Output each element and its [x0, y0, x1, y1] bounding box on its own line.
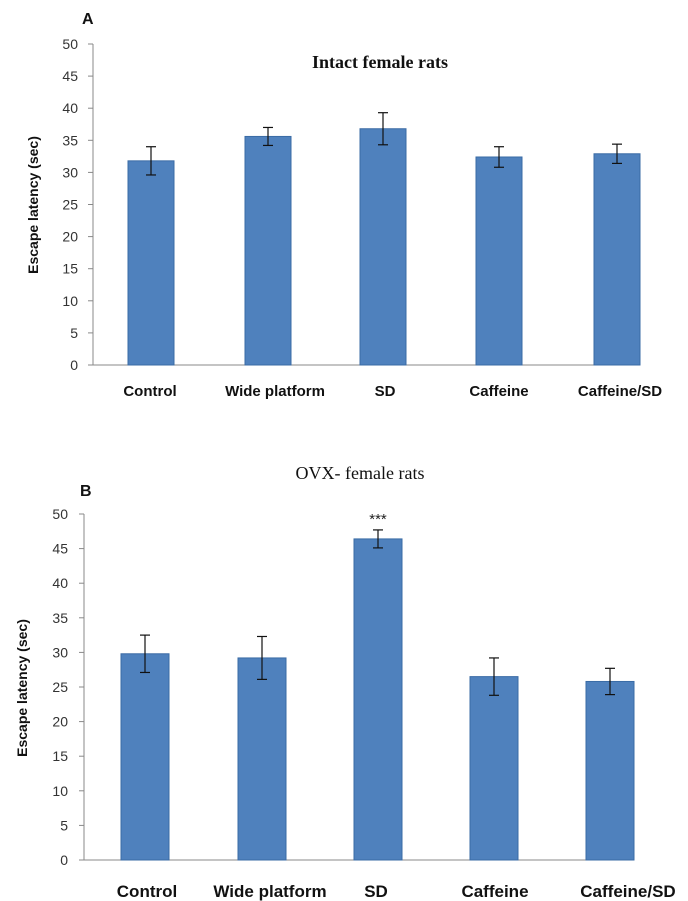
bar-control: [127, 160, 175, 366]
y-tick-label: 0: [60, 852, 68, 868]
bar-caffeine: [469, 676, 519, 861]
bar-sd: [353, 538, 403, 861]
y-tick-label: 40: [62, 100, 78, 116]
error-bar: [605, 667, 615, 696]
error-bar: [489, 657, 499, 696]
y-tick-label: 25: [62, 197, 78, 213]
chart-title: Intact female rats: [312, 52, 448, 72]
y-tick-label: 20: [52, 714, 68, 730]
category-label: Caffeine: [461, 882, 528, 901]
bar-wide-platform: [237, 657, 287, 861]
y-tick-label: 25: [52, 679, 68, 695]
bar-caffeine: [475, 156, 523, 366]
error-bar: [612, 143, 622, 165]
category-label: SD: [364, 882, 388, 901]
y-tick-label: 10: [52, 783, 68, 799]
bar-caffeine-sd: [585, 680, 635, 861]
y-tick-label: 45: [52, 541, 68, 557]
bar-wide-platform: [244, 135, 292, 366]
y-tick-label: 35: [52, 610, 68, 626]
y-tick-label: 5: [70, 325, 78, 341]
y-tick-label: 15: [52, 748, 68, 764]
y-tick-label: 5: [60, 817, 68, 833]
y-tick-label: 30: [52, 644, 68, 660]
panel-letter: B: [80, 483, 92, 500]
category-label: Control: [123, 383, 176, 400]
y-axis-title: Escape latency (sec): [14, 619, 30, 757]
y-tick-label: 45: [62, 68, 78, 84]
category-label: Caffeine: [469, 383, 528, 400]
y-tick-label: 35: [62, 132, 78, 148]
y-tick-label: 30: [62, 164, 78, 180]
y-tick-label: 20: [62, 229, 78, 245]
category-label: Wide platform: [225, 383, 325, 400]
error-bar: [373, 529, 383, 549]
bar-caffeine-sd: [593, 153, 641, 366]
significance-annotation: ***: [369, 511, 387, 528]
error-bar: [146, 146, 156, 176]
chart-panel-b: B OVX- female rats 0 5 10 15 20 25 30 35 40 45 50 Esc…: [14, 463, 676, 901]
error-bar: [140, 634, 150, 674]
category-label: SD: [375, 383, 396, 400]
y-tick-label: 50: [52, 506, 68, 522]
bar-control: [120, 653, 170, 861]
y-tick-label: 0: [70, 357, 78, 373]
error-bar: [378, 112, 388, 146]
chart-panel-a: A Intact female rats 0 5 10 15 20 25 30 35 40 45 50 E…: [25, 11, 662, 400]
chart-title: OVX- female rats: [296, 463, 425, 483]
category-label: Control: [117, 882, 177, 901]
error-bar: [257, 635, 267, 680]
category-label: Caffeine/SD: [580, 882, 675, 901]
y-axis-title: Escape latency (sec): [25, 136, 41, 274]
y-tick-label: 40: [52, 575, 68, 591]
y-tick-label: 15: [62, 261, 78, 277]
category-label: Caffeine/SD: [578, 383, 662, 400]
error-bar: [494, 146, 504, 168]
bar-sd: [359, 128, 407, 366]
category-label: Wide platform: [213, 882, 326, 901]
error-bar: [263, 126, 273, 147]
y-tick-label: 10: [62, 293, 78, 309]
y-tick-label: 50: [62, 36, 78, 52]
panel-letter: A: [82, 11, 94, 28]
